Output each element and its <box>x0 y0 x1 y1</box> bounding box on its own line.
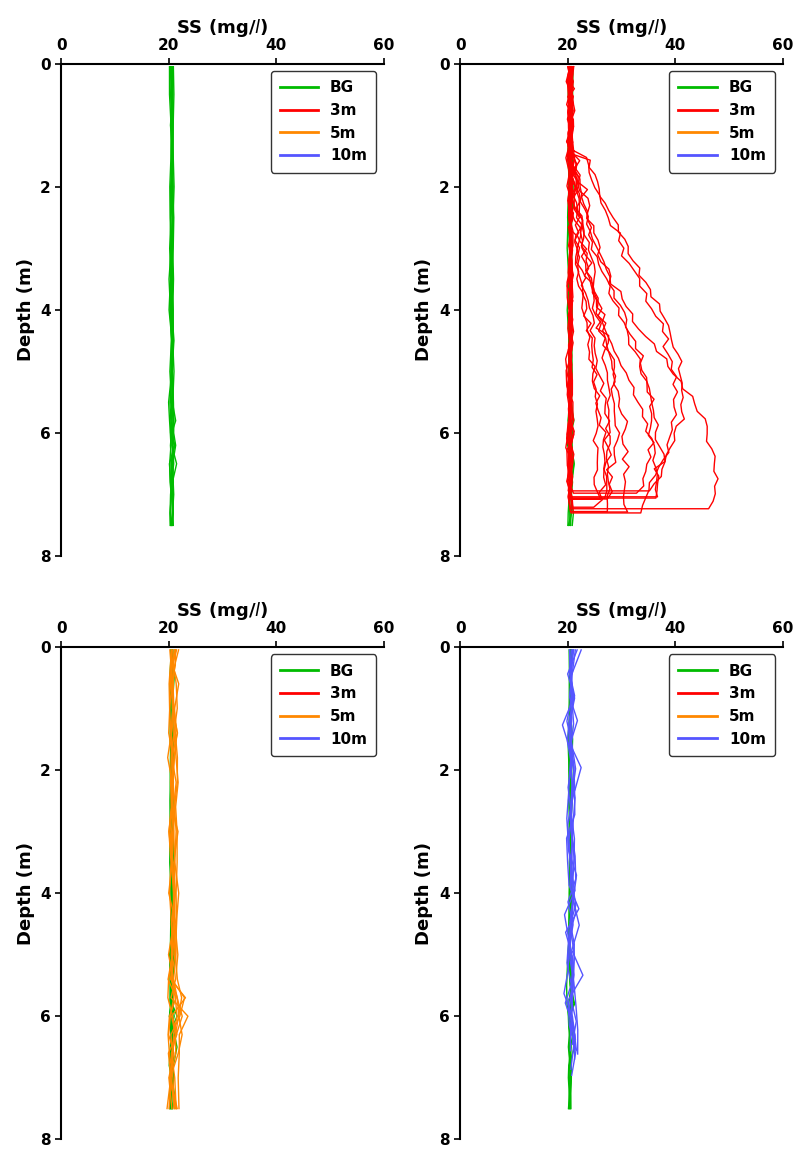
X-axis label: SS (mg/$\it{l}$): SS (mg/$\it{l}$) <box>575 600 667 622</box>
Legend: BG, 3m, 5m, 10m: BG, 3m, 5m, 10m <box>669 655 775 756</box>
Y-axis label: Depth (m): Depth (m) <box>416 259 433 361</box>
Legend: BG, 3m, 5m, 10m: BG, 3m, 5m, 10m <box>669 71 775 172</box>
X-axis label: SS (mg/$\it{l}$): SS (mg/$\it{l}$) <box>177 600 269 622</box>
Legend: BG, 3m, 5m, 10m: BG, 3m, 5m, 10m <box>271 71 377 172</box>
Legend: BG, 3m, 5m, 10m: BG, 3m, 5m, 10m <box>271 655 377 756</box>
Y-axis label: Depth (m): Depth (m) <box>17 259 35 361</box>
Y-axis label: Depth (m): Depth (m) <box>416 841 433 945</box>
Y-axis label: Depth (m): Depth (m) <box>17 841 35 945</box>
X-axis label: SS (mg/$\it{l}$): SS (mg/$\it{l}$) <box>177 16 269 38</box>
X-axis label: SS (mg/$\it{l}$): SS (mg/$\it{l}$) <box>575 16 667 38</box>
